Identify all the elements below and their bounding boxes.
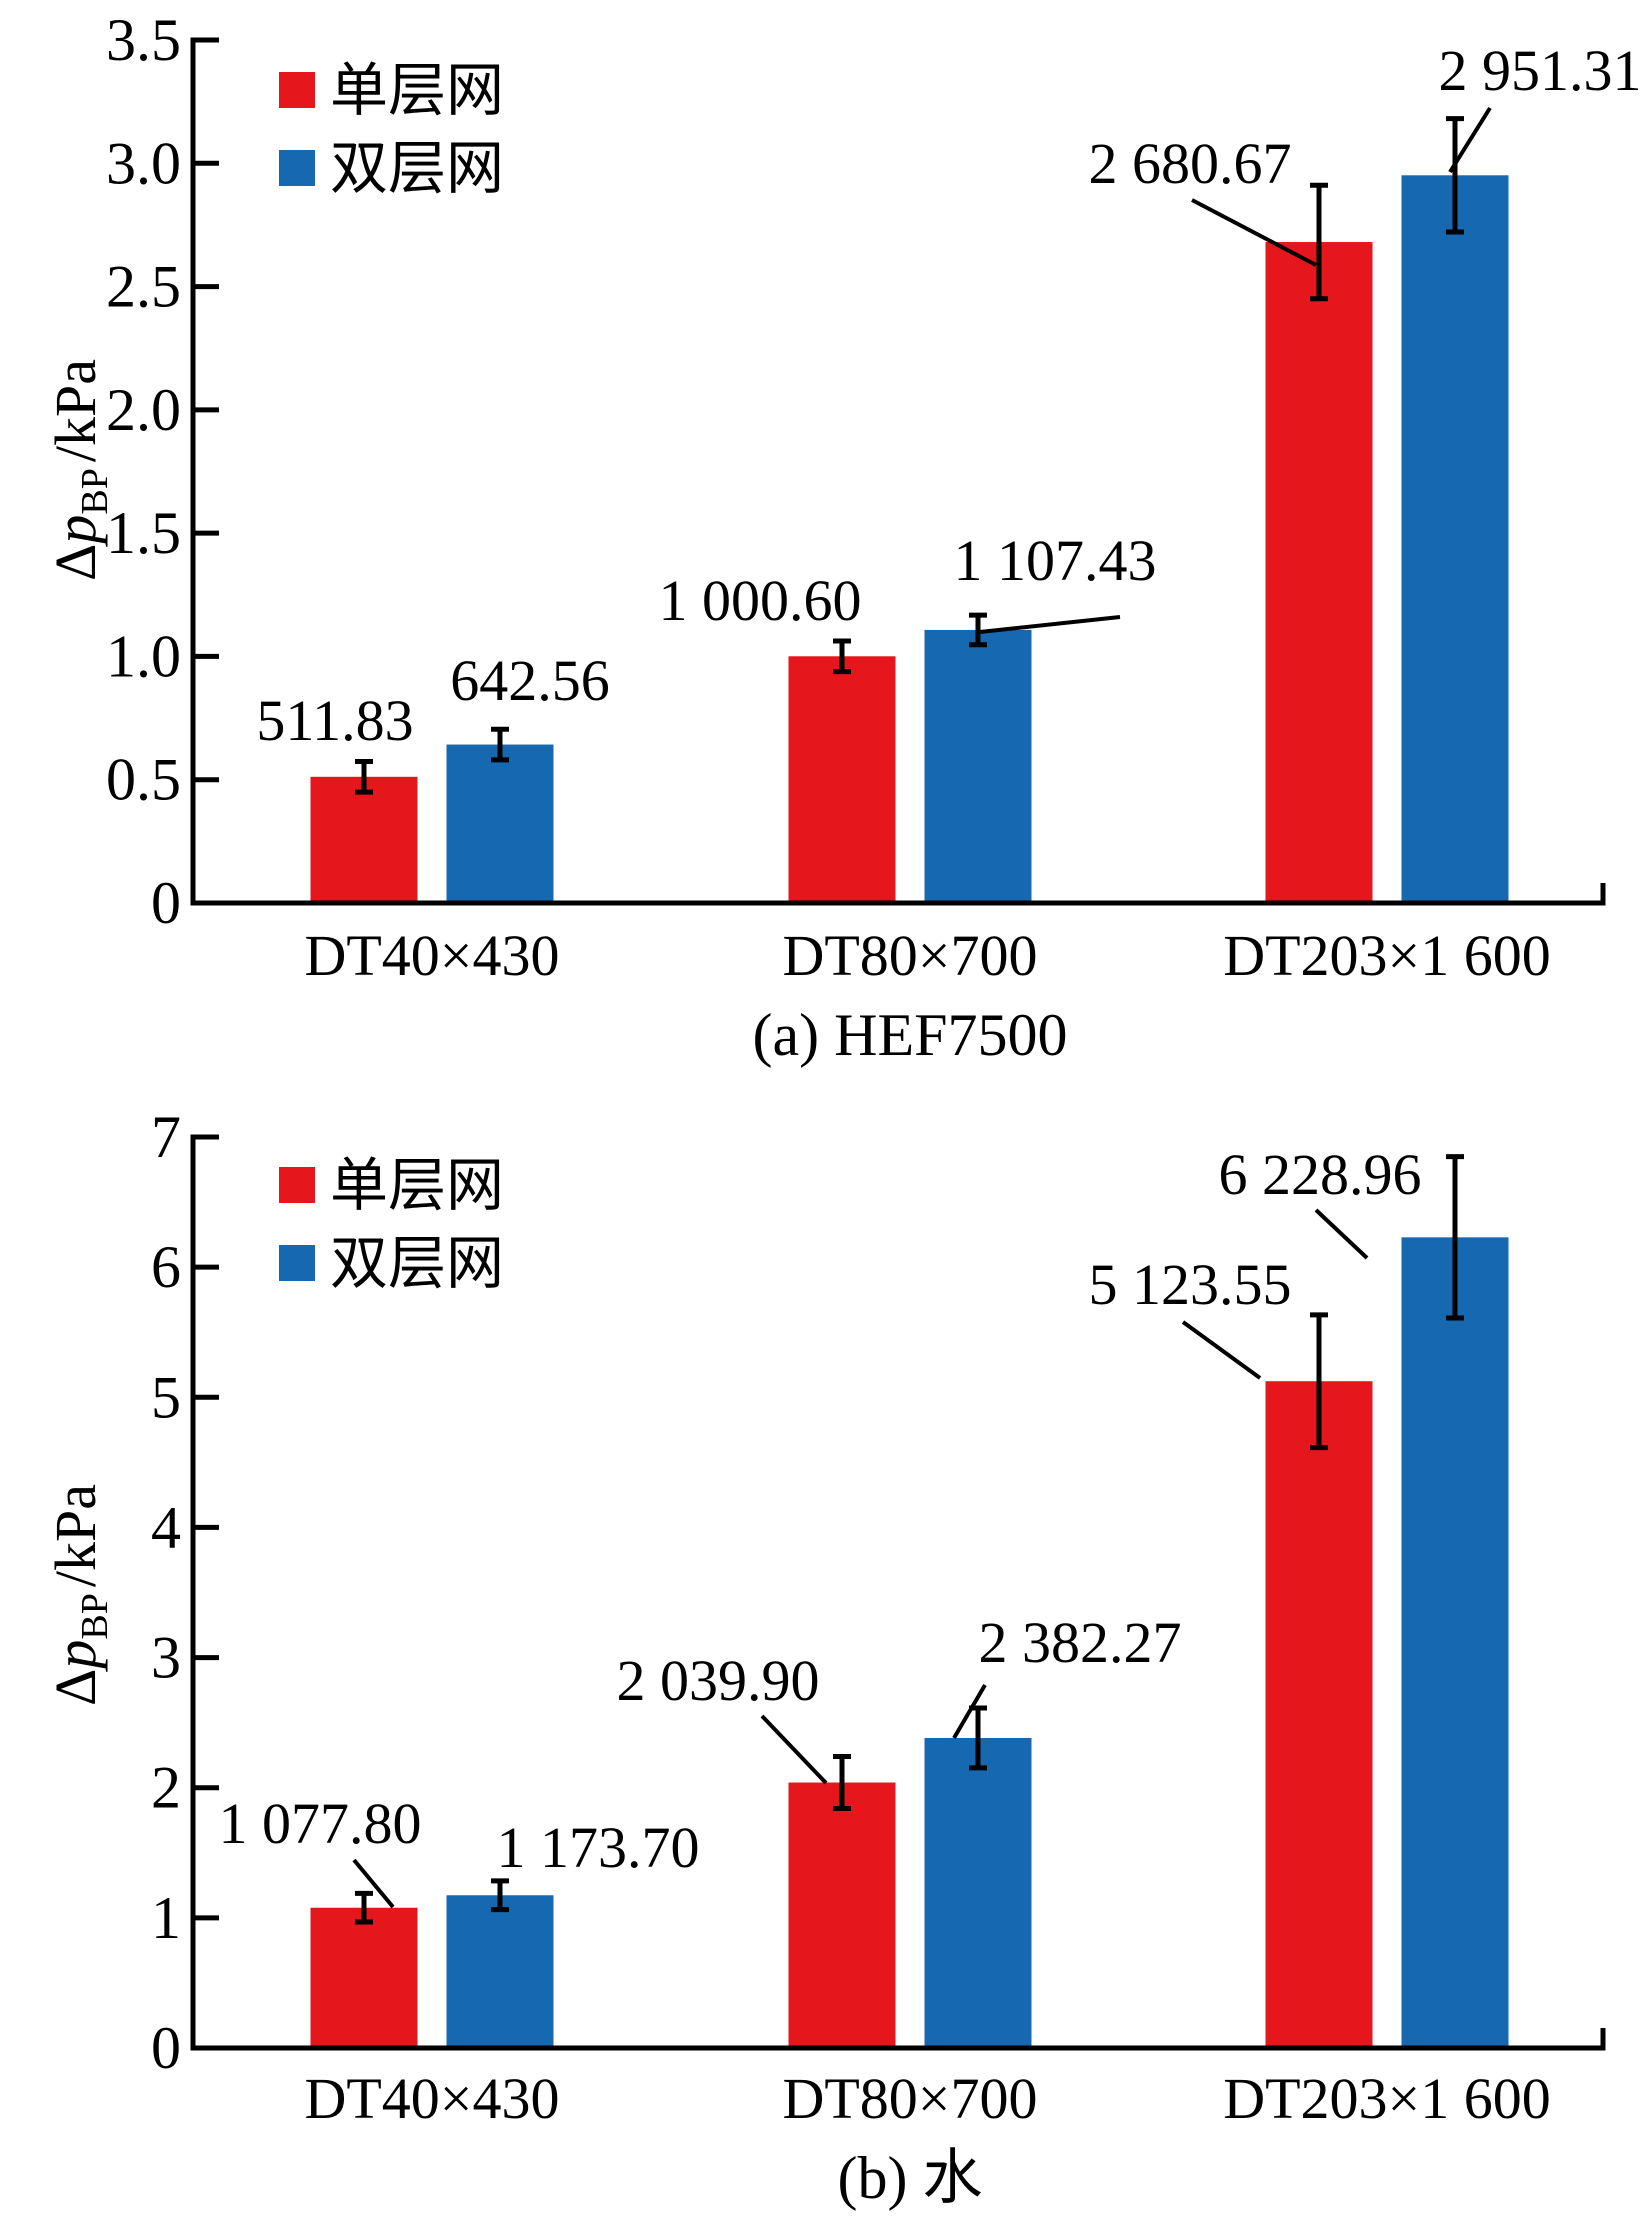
x-tick-label: DT40×430 xyxy=(304,923,559,988)
data-label-leader-line xyxy=(352,1858,395,1909)
bar-single-layer-0 xyxy=(310,776,418,903)
y-tick-label: 7 xyxy=(151,1104,181,1170)
y-axis-label: ΔpBP/kPa xyxy=(43,359,116,581)
legend-label: 双层网 xyxy=(330,1231,504,1296)
bar-double-layer-1 xyxy=(924,629,1032,903)
chart-panel-a: 511.83 1 000.60 2 680.67 642.56 1 107.43 2 95… xyxy=(43,7,1642,1068)
data-label: 1 107.43 xyxy=(954,528,1157,593)
bar-single-layer-2 xyxy=(1265,1381,1373,2048)
legend-swatch xyxy=(279,1245,315,1281)
bar-double-layer-1 xyxy=(924,1737,1032,2048)
data-label: 2 680.67 xyxy=(1089,131,1292,196)
y-tick-label: 6 xyxy=(151,1234,181,1300)
data-label: 2 951.31 xyxy=(1439,38,1642,103)
y-axis-label-delta: Δ xyxy=(43,1669,108,1706)
data-label-leader-line xyxy=(1314,1208,1369,1260)
y-tick-label: 2.0 xyxy=(106,377,181,443)
y-tick-label: 2.5 xyxy=(106,254,181,320)
bar-single-layer-2 xyxy=(1265,242,1373,903)
legend-swatch xyxy=(279,72,315,108)
y-tick-label: 4 xyxy=(151,1494,181,1560)
data-label-leader-line xyxy=(1448,106,1492,174)
data-label-leader-line xyxy=(952,1683,987,1740)
bar-single-layer-1 xyxy=(788,1782,896,2048)
data-label-leader-line xyxy=(760,1714,828,1785)
y-axis-label-subscript: BP xyxy=(74,468,116,514)
y-axis-label-symbol: p xyxy=(43,515,108,548)
y-axis-label-unit: /kPa xyxy=(43,359,108,462)
data-label: 1 077.80 xyxy=(219,1791,422,1856)
bar-double-layer-2 xyxy=(1401,175,1509,904)
data-label: 642.56 xyxy=(450,648,610,713)
y-tick-label: 5 xyxy=(151,1364,181,1430)
data-label: 511.83 xyxy=(256,688,413,753)
legend-label: 单层网 xyxy=(330,1153,504,1218)
data-label-leader-line xyxy=(979,615,1121,634)
data-label: 1 173.70 xyxy=(497,1815,700,1880)
y-tick-label: 1.5 xyxy=(106,500,181,566)
y-tick-label: 3.0 xyxy=(106,130,181,196)
y-axis-label: ΔpBP/kPa xyxy=(43,1484,116,1706)
y-tick-label: 3 xyxy=(151,1625,181,1691)
y-tick-label: 2 xyxy=(151,1755,181,1821)
x-tick-label: DT80×700 xyxy=(782,923,1037,988)
bar-double-layer-0 xyxy=(446,1895,554,2048)
bar-double-layer-0 xyxy=(446,744,554,903)
y-tick-label: 1.0 xyxy=(106,623,181,689)
data-label: 6 228.96 xyxy=(1219,1142,1422,1207)
bar-single-layer-1 xyxy=(788,656,896,903)
y-tick-label: 1 xyxy=(151,1885,181,1951)
y-axis-label-unit: /kPa xyxy=(43,1484,108,1587)
panel-caption: (a) HEF7500 xyxy=(753,1002,1068,1068)
x-tick-label: DT203×1 600 xyxy=(1223,2066,1551,2131)
chart-panel-b: 1 077.80 2 039.90 5 123.55 1 173.70 2 382.27… xyxy=(43,1104,1606,2211)
data-label: 5 123.55 xyxy=(1089,1252,1292,1317)
legend-label: 双层网 xyxy=(330,136,504,201)
bar-double-layer-2 xyxy=(1401,1237,1509,2048)
y-axis-label-delta: Δ xyxy=(43,544,108,581)
y-tick-label: 3.5 xyxy=(106,7,181,73)
legend-swatch xyxy=(279,1167,315,1203)
data-label: 1 000.60 xyxy=(659,568,862,633)
x-tick-label: DT203×1 600 xyxy=(1223,923,1551,988)
y-axis-label-symbol: p xyxy=(43,1640,108,1673)
bar-single-layer-0 xyxy=(310,1907,418,2048)
legend-label: 单层网 xyxy=(330,58,504,123)
data-label-leader-line xyxy=(1181,1320,1262,1380)
y-tick-label: 0.5 xyxy=(106,747,181,813)
panel-caption: (b) 水 xyxy=(838,2145,983,2211)
legend-swatch xyxy=(279,150,315,186)
y-tick-label: 0 xyxy=(151,870,181,936)
y-axis-label-subscript: BP xyxy=(74,1593,116,1639)
x-tick-label: DT80×700 xyxy=(782,2066,1037,2131)
data-label-leader-line xyxy=(1191,198,1317,267)
data-label: 2 039.90 xyxy=(617,1648,820,1713)
y-tick-label: 0 xyxy=(151,2015,181,2081)
data-label: 2 382.27 xyxy=(979,1610,1182,1675)
x-tick-label: DT40×430 xyxy=(304,2066,559,2131)
